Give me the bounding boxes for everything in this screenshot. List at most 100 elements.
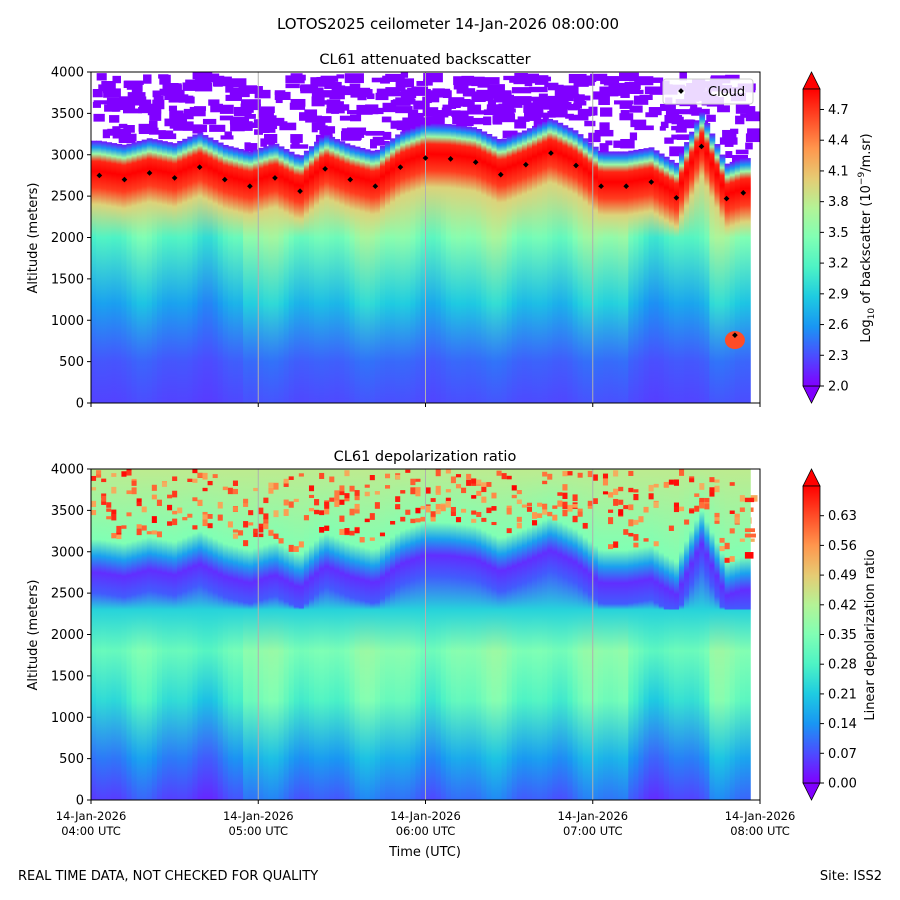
depol-noise bbox=[633, 489, 644, 493]
noise-fleck bbox=[123, 125, 135, 133]
backscatter-column bbox=[658, 153, 665, 403]
noise-fleck bbox=[238, 85, 258, 93]
depol-noise bbox=[567, 507, 577, 512]
depolarization-column bbox=[461, 469, 467, 800]
backscatter-column bbox=[582, 138, 589, 403]
depol-noise bbox=[557, 500, 568, 507]
colorbar-extend-min bbox=[802, 782, 821, 801]
backscatter-column bbox=[126, 143, 133, 403]
colorbar-tick-label: 2.0 bbox=[828, 380, 849, 395]
depolarization-column bbox=[658, 469, 665, 800]
backscatter-column bbox=[699, 112, 706, 403]
noise-fleck bbox=[584, 120, 596, 127]
noise-fleck bbox=[258, 108, 274, 118]
backscatter-column bbox=[288, 151, 295, 403]
backscatter-column bbox=[450, 124, 457, 403]
backscatter-column bbox=[557, 122, 564, 403]
noise-fleck bbox=[401, 122, 416, 132]
backscatter-column bbox=[608, 151, 614, 403]
noise-fleck bbox=[633, 95, 649, 105]
backscatter-column bbox=[633, 149, 640, 403]
backscatter-column bbox=[258, 147, 265, 403]
noise-fleck bbox=[148, 120, 158, 130]
noise-fleck bbox=[519, 73, 539, 84]
depol-noise bbox=[379, 532, 390, 537]
depolarization-column bbox=[303, 469, 310, 800]
noise-fleck bbox=[425, 92, 440, 103]
noise-fleck bbox=[575, 100, 587, 106]
noise-fleck bbox=[285, 83, 300, 89]
y-tick-label: 0 bbox=[76, 794, 84, 809]
depol-noise bbox=[156, 499, 166, 506]
depolarization-column bbox=[699, 469, 706, 800]
noise-fleck bbox=[101, 81, 116, 90]
noise-fleck bbox=[630, 119, 647, 128]
noise-fleck bbox=[567, 105, 578, 111]
colorbar-tick-label: 0.00 bbox=[828, 777, 857, 792]
noise-fleck bbox=[509, 108, 516, 113]
noise-fleck bbox=[168, 105, 178, 111]
depol-noise bbox=[425, 505, 435, 513]
backscatter-column bbox=[435, 123, 442, 403]
colorbar-tick-label: 0.14 bbox=[828, 717, 857, 732]
backscatter-column bbox=[349, 145, 356, 403]
depolarization-column bbox=[618, 469, 625, 800]
backscatter-column bbox=[430, 123, 437, 403]
depolarization-column bbox=[613, 469, 619, 800]
noise-fleck bbox=[451, 101, 461, 108]
noise-fleck bbox=[577, 109, 595, 116]
backscatter-column bbox=[689, 131, 696, 403]
colorbar-extend-max bbox=[802, 71, 821, 90]
noise-fleck bbox=[118, 123, 128, 129]
depolarization-column bbox=[329, 469, 336, 800]
noise-fleck bbox=[517, 116, 530, 122]
backscatter-column bbox=[227, 146, 234, 403]
colorbar-tick-label: 3.5 bbox=[828, 226, 849, 241]
backscatter-column bbox=[739, 158, 746, 403]
noise-fleck bbox=[390, 100, 410, 105]
noise-fleck bbox=[724, 142, 734, 147]
backscatter-column bbox=[461, 125, 467, 403]
x-tick-time: 06:00 UTC bbox=[396, 824, 456, 838]
noise-fleck bbox=[244, 142, 251, 152]
noise-fleck bbox=[219, 104, 234, 114]
noise-fleck bbox=[493, 94, 511, 103]
noise-fleck bbox=[341, 87, 349, 94]
depolarization-column bbox=[724, 469, 731, 800]
depolarization-column bbox=[623, 469, 630, 800]
colorbar-extend-max bbox=[802, 468, 821, 487]
colorbar-tick-label: 2.9 bbox=[828, 287, 849, 302]
depolarization-column bbox=[263, 469, 270, 800]
y-tick-label: 2000 bbox=[51, 231, 84, 246]
noise-fleck bbox=[549, 108, 568, 118]
depolarization-heatmap bbox=[91, 469, 760, 800]
depol-noise bbox=[653, 541, 663, 547]
noise-fleck bbox=[109, 115, 120, 123]
depolarization-column bbox=[455, 469, 462, 800]
noise-fleck bbox=[192, 124, 203, 134]
noise-fleck bbox=[629, 105, 643, 113]
depolarization-column bbox=[526, 469, 533, 800]
noise-fleck bbox=[360, 89, 373, 95]
noise-fleck bbox=[225, 94, 243, 101]
noise-fleck bbox=[514, 119, 527, 129]
depolarization-column bbox=[415, 469, 422, 800]
noise-fleck bbox=[202, 118, 217, 125]
noise-fleck bbox=[350, 114, 362, 122]
backscatter-column bbox=[146, 138, 153, 403]
noise-fleck bbox=[244, 121, 253, 131]
depol-noise bbox=[141, 506, 152, 513]
noise-fleck bbox=[492, 115, 500, 124]
noise-fleck bbox=[385, 87, 400, 96]
depol-noise bbox=[476, 490, 487, 496]
depolarization-column bbox=[678, 469, 685, 800]
backscatter-column bbox=[167, 142, 173, 403]
noise-fleck bbox=[659, 103, 676, 111]
noise-fleck bbox=[600, 107, 613, 117]
colorbar-tick-label: 4.1 bbox=[828, 164, 849, 179]
depolarization-column bbox=[684, 469, 690, 800]
depol-noise bbox=[744, 533, 756, 538]
noise-fleck bbox=[290, 134, 303, 143]
